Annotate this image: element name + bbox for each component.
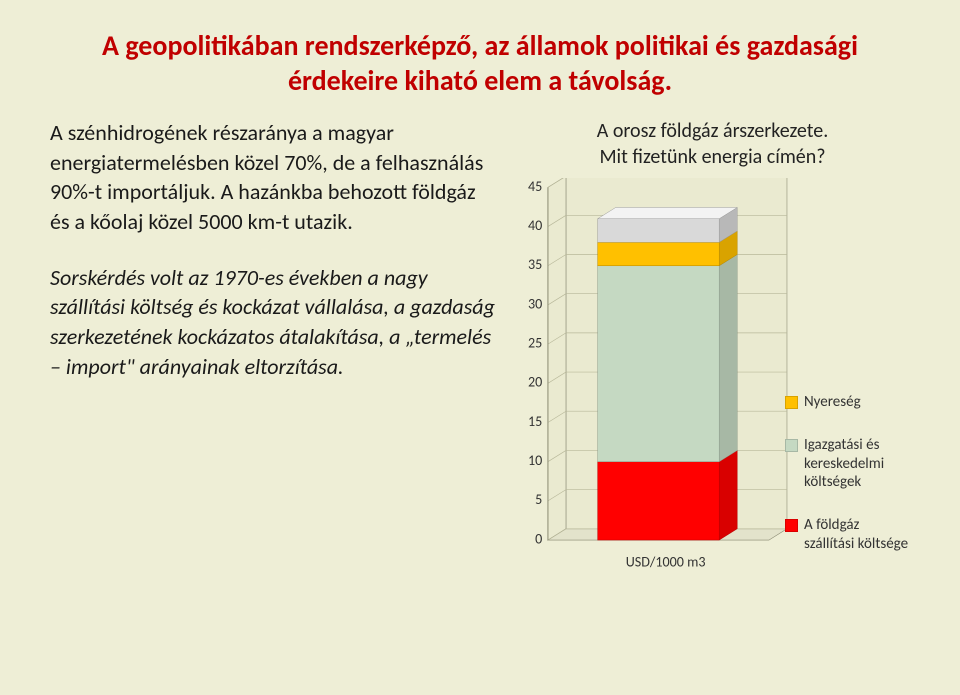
svg-text:25: 25 [528,335,542,352]
legend-label: Igazgatási és kereskedelmi költségek [804,436,910,492]
chart-title-line-1: A orosz földgáz árszerkezete. [597,119,829,143]
legend-swatch [785,439,798,452]
legend-item: Nyereség [785,393,910,412]
columns: A szénhidrogének részaránya a magyar ene… [50,118,910,638]
chart-title-line-2: Mit fizetünk energia címén? [599,145,825,169]
svg-text:40: 40 [528,217,542,234]
svg-text:20: 20 [528,374,542,391]
svg-text:30: 30 [528,295,542,312]
legend-item: Igazgatási és kereskedelmi költségek [785,436,910,492]
right-column: A orosz földgáz árszerkezete. Mit fizetü… [515,118,910,638]
chart-title: A orosz földgáz árszerkezete. Mit fizetü… [515,118,910,170]
legend-label: A földgáz szállítási költsége [804,516,910,554]
chart-legend: Nyereség Igazgatási és kereskedelmi költs… [785,393,910,578]
left-paragraph-1: A szénhidrogének részaránya a magyar ene… [50,118,495,237]
legend-label: Nyereség [804,393,861,412]
left-column: A szénhidrogének részaránya a magyar ene… [50,118,495,638]
svg-text:10: 10 [528,452,542,469]
svg-text:15: 15 [528,413,542,430]
slide-root: A geopolitikában rendszerképző, az állam… [0,0,960,695]
svg-text:5: 5 [535,491,542,508]
chart-area: 0 5 10 15 20 25 30 35 40 45 USD/1000 m3 Nyereség Ig… [515,178,910,608]
svg-text:USD/1000 m3: USD/1000 m3 [626,553,706,570]
legend-swatch [785,519,798,532]
svg-text:35: 35 [528,256,542,273]
slide-title: A geopolitikában rendszerképző, az állam… [70,28,890,98]
legend-item: A földgáz szállítási költsége [785,516,910,554]
legend-swatch [785,396,798,409]
svg-text:45: 45 [528,178,542,195]
left-paragraph-2: Sorskérdés volt az 1970-es években a nag… [50,263,495,382]
svg-text:0: 0 [535,530,542,547]
